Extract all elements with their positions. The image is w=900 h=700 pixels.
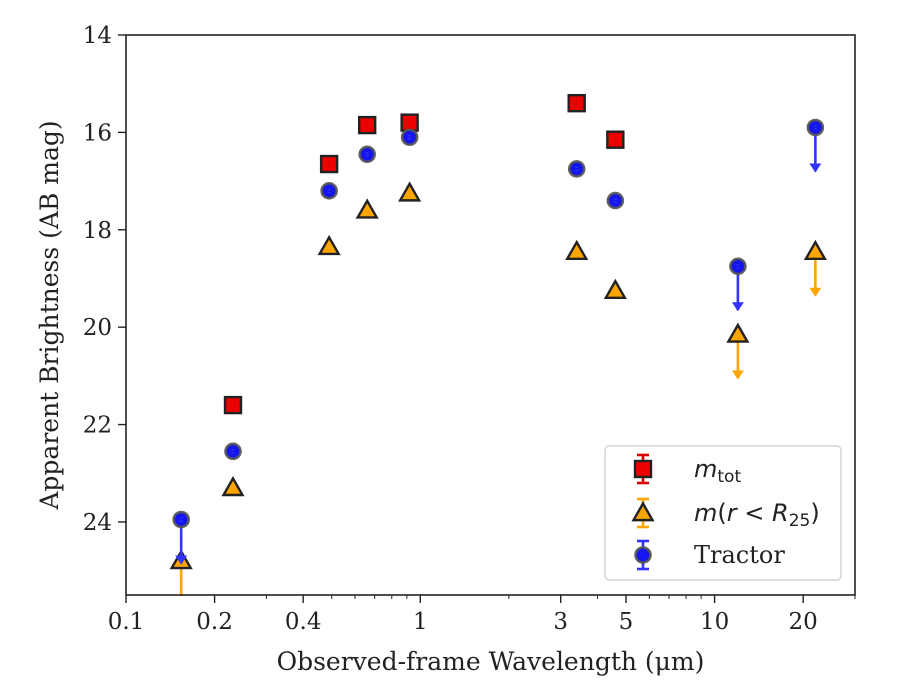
data-point bbox=[223, 395, 243, 415]
x-tick-label: 20 bbox=[789, 609, 818, 635]
upper-limit-arrowhead bbox=[809, 287, 822, 297]
x-tick-label: 1 bbox=[413, 609, 428, 635]
legend-label: m(r < R25) bbox=[694, 499, 820, 531]
axes: 0.1 0.2 0.4 1 3 5 10 20 14 16 18 20 22 24 bbox=[83, 23, 856, 635]
y-tick-label: 18 bbox=[83, 218, 112, 244]
x-tick-label: 0.2 bbox=[196, 609, 233, 635]
series-triangle bbox=[169, 181, 827, 596]
legend-label-part: Tractor bbox=[694, 541, 785, 569]
x-tick-label: 0.4 bbox=[285, 609, 322, 635]
legend-label-part: 25 bbox=[789, 511, 811, 531]
data-marks bbox=[169, 93, 827, 596]
legend-marker bbox=[634, 546, 652, 564]
upper-limit-arrowhead bbox=[175, 555, 188, 565]
data-point bbox=[567, 160, 586, 178]
data-point bbox=[729, 257, 747, 276]
upper-limit-arrowhead bbox=[809, 163, 822, 173]
data-point bbox=[357, 115, 377, 135]
plot-frame bbox=[125, 34, 856, 596]
legend-label: Tractor bbox=[694, 541, 785, 569]
y-tick-label: 22 bbox=[83, 413, 112, 439]
x-tick-label: 5 bbox=[619, 609, 634, 635]
legend-label-part: R bbox=[772, 499, 789, 527]
x-tick-label: 0.1 bbox=[108, 609, 145, 635]
data-point bbox=[806, 118, 825, 137]
legend-label-part: r bbox=[727, 499, 739, 527]
data-point bbox=[567, 93, 586, 113]
y-tick-label: 20 bbox=[83, 315, 112, 341]
legend-label-part: m bbox=[694, 499, 717, 527]
y-tick-label: 16 bbox=[83, 120, 112, 146]
x-tick-label: 10 bbox=[700, 609, 729, 635]
legend-label-part: < bbox=[737, 499, 772, 527]
series-circle bbox=[172, 118, 825, 565]
legend-box bbox=[604, 445, 842, 581]
data-point bbox=[400, 113, 419, 132]
legend-marker bbox=[633, 459, 653, 479]
legend-label-part: ) bbox=[810, 499, 819, 527]
data-point bbox=[400, 128, 419, 147]
data-point bbox=[172, 510, 190, 529]
y-tick-label: 24 bbox=[83, 510, 112, 536]
legend-entry: Tractor bbox=[634, 539, 785, 571]
data-point bbox=[358, 145, 376, 164]
data-point bbox=[606, 130, 625, 149]
data-point bbox=[224, 442, 242, 461]
data-point bbox=[320, 182, 338, 200]
legend-label: mtot bbox=[694, 455, 741, 487]
legend-entry: m(r < R25) bbox=[631, 497, 820, 531]
data-point bbox=[606, 191, 625, 210]
upper-limit-arrowhead bbox=[731, 302, 744, 312]
x-axis-label: Observed-frame Wavelength (μm) bbox=[277, 647, 705, 676]
series-square bbox=[223, 93, 625, 415]
y-tick-label: 14 bbox=[83, 23, 112, 49]
legend-label-part: m bbox=[694, 455, 717, 483]
legend-entry: mtot bbox=[633, 453, 741, 487]
x-tick-label: 3 bbox=[553, 609, 568, 635]
legend-label-part: tot bbox=[717, 467, 741, 487]
upper-limit-arrowhead bbox=[731, 370, 744, 380]
y-axis-label: Apparent Brightness (AB mag) bbox=[35, 120, 64, 510]
data-point bbox=[319, 154, 339, 174]
legend-label-part: ( bbox=[717, 499, 726, 527]
legend-marker bbox=[631, 501, 655, 522]
